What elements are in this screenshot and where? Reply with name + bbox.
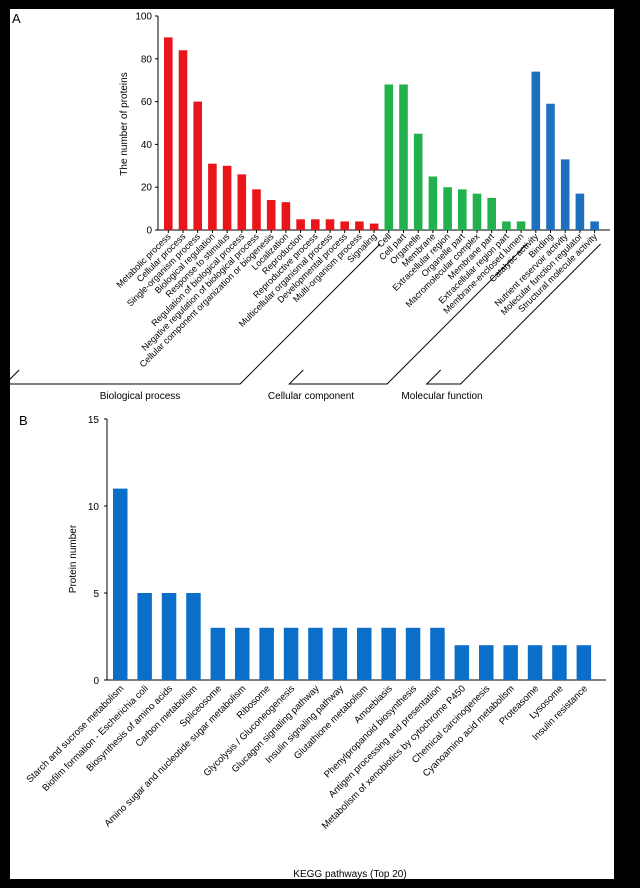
chart-a-bracket-cellular-component (288, 243, 528, 385)
chart-b: 0 5 10 15 Starch and sucrose metabolismBiofi… (25, 415, 606, 832)
chart-b-bar-glutathione-metabolism (357, 627, 372, 680)
chart-a-bar-developmental-process (340, 221, 349, 230)
chart-b-bar-glycolysis-gluconeogenesis (283, 627, 299, 680)
chart-b-bar-phenylpropanoid-biosynthesis (405, 627, 421, 680)
chart-b-bar-metabolism-of-xenobiotics-by-cytochrome-p450 (454, 645, 470, 680)
chart-a-bar-membrane-enclosed-lumen (516, 221, 526, 230)
chart-b-bar-carbon-metabolism (186, 593, 201, 680)
chart-a-ytick-label: 60 (141, 97, 153, 108)
chart-a-group-label-biological-process: Biological process (100, 391, 181, 402)
chart-b-bar-amino-sugar-and-nucleotide-sugar-metabolism (235, 627, 250, 680)
chart-b-xlabel-biofilm-formation-escherichia-coli: Biofilm formation - Escherichia coli (40, 683, 150, 793)
chart-a-bar-cell (384, 84, 394, 230)
chart-b-ytick-label: 5 (93, 589, 99, 600)
chart-b-bar-biosynthesis-of-amino-acids (161, 593, 177, 680)
chart-a-bar-response-to-stimulus (222, 165, 232, 230)
chart-a-bar-metabolic-process (164, 37, 173, 231)
chart-b-bar-ribosome (259, 627, 274, 680)
chart-a-group-label-cellular-component: Cellular component (268, 391, 354, 402)
chart-a-ytick-label: 40 (141, 140, 153, 151)
chart-a-bar-extracellular-region-part (502, 221, 511, 230)
chart-a-bar-macromolecular-complex (472, 193, 482, 230)
chart-a-bar-organelle (413, 133, 423, 230)
chart-a-ytick-label: 80 (141, 54, 153, 65)
chart-a-bar-catalytic-activity (531, 71, 541, 230)
chart-b-bar-spliceosome (210, 627, 226, 680)
chart-b-bar-starch-and-sucrose-metabolism (113, 488, 128, 680)
chart-b-ytick-label: 10 (88, 502, 100, 513)
chart-a-bar-membrane (428, 176, 438, 230)
chart-a-bracket-biological-process (10, 243, 381, 385)
chart-b-bar-chemical-carcinogenesis (479, 645, 494, 680)
panel-a-label: A (12, 11, 21, 26)
chart-a-bar-cellular-component-organization-or-biogenesis (266, 200, 276, 230)
chart-a-bar-multicellular-organismal-process (325, 219, 335, 230)
chart-a-bar-cellular-process (178, 50, 188, 230)
chart-a-bar-cell-part (399, 84, 408, 230)
chart-b-bar-cyanoamino-acid-metabolism (503, 645, 518, 680)
chart-b-ytick-label: 0 (93, 676, 99, 687)
chart-b-bar-biofilm-formation-escherichia-coli (137, 593, 152, 680)
chart-a-bar-multi-organism-process (355, 221, 364, 230)
chart-a-ytick-label: 20 (141, 183, 153, 194)
chart-b-bar-antigen-processing-and-presentation (430, 627, 445, 680)
chart-a-bar-signaling (369, 223, 379, 230)
chart-b-xlabel-starch-and-sucrose-metabolism: Starch and sucrose metabolism (25, 683, 127, 785)
chart-b-bar-amoebiasis (381, 627, 396, 680)
chart-a-bar-extracellular-region (443, 187, 452, 230)
chart-b-ylabel: Protein number (68, 524, 79, 593)
chart-a-bar-biological-regulation (208, 163, 217, 230)
chart-b-bar-glucagon-signaling-pathway (308, 627, 323, 680)
chart-b-bar-insulin-resistance (576, 645, 592, 680)
chart-a-ylabel: The number of proteins (119, 72, 130, 175)
chart-a-bar-single-organism-process (193, 101, 202, 230)
chart-b-bar-lysosome (552, 645, 567, 680)
chart-a-bar-negative-regulation-of-biological-process (252, 189, 261, 230)
chart-a-bar-reproductive-process (311, 219, 320, 230)
chart-a-ytick-label: 0 (146, 226, 152, 237)
chart-a-bracket-molecular-function (425, 243, 601, 385)
chart-a-bar-binding (546, 103, 555, 230)
chart-b-bar-insulin-signaling-pathway (332, 627, 348, 680)
chart-a-bar-structural-molecule-activity (590, 221, 599, 230)
chart-a-bar-membrane-part (487, 197, 496, 230)
chart-b-xlabel: KEGG pathways (Top 20) (293, 869, 406, 879)
figure-panel: A The number of proteins 0 20 40 60 80 100 Met… (10, 9, 614, 879)
chart-a-bar-regulation-of-biological-process (237, 174, 247, 230)
figure-svg: A The number of proteins 020406080100Met… (10, 11, 610, 879)
panel-b-label: B (19, 413, 28, 428)
chart-a-ytick-label: 100 (135, 12, 152, 23)
chart-a-group-label-molecular-function: Molecular function (401, 391, 482, 402)
chart-a-bar-localization (281, 202, 291, 230)
chart-a-bar-organelle-part (458, 189, 467, 230)
chart-a-bar-molecular-function-regulator (575, 193, 585, 230)
chart-a-bar-nutrient-reservoir-activity (560, 159, 570, 230)
chart-b-bar-proteasome (527, 645, 543, 680)
chart-a-bar-reproduction (296, 219, 305, 230)
chart-b-ytick-label: 15 (88, 415, 100, 426)
